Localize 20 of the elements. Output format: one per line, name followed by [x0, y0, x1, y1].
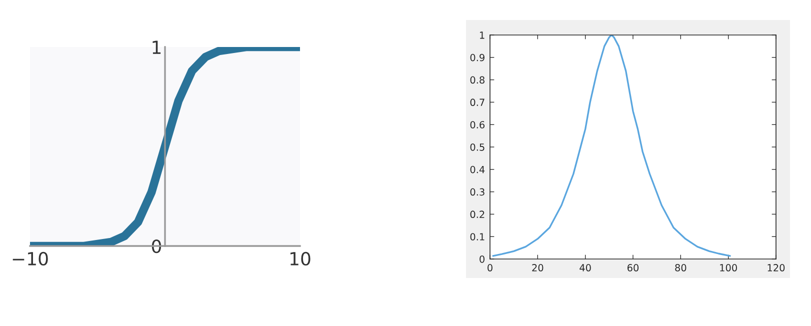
x-tick-label: 120 [768, 264, 785, 272]
y-tick-label: 0.6 [470, 121, 485, 128]
x-tick-label: 40 [580, 264, 591, 272]
y-tick-label: 0.9 [470, 54, 484, 62]
x-tick-label: 10 [290, 252, 310, 266]
x-tick-label: 0 [488, 264, 492, 272]
y-tick-label: 0.3 [470, 188, 484, 196]
y-tick-label: 0.1 [470, 233, 484, 240]
y-tick-label: 0.2 [470, 210, 484, 218]
y-tick-label: 0.5 [470, 143, 484, 151]
x-tick-label: 60 [627, 264, 639, 272]
x-tick-label: 100 [720, 264, 737, 272]
y-tick-label: 0.7 [470, 98, 484, 106]
y-tick-label: 1 [480, 32, 484, 39]
x-tick-label: 80 [675, 264, 686, 272]
y-tick-label: 1 [152, 40, 161, 54]
x-tick-label: 20 [532, 264, 544, 272]
y-tick-label: 0.8 [470, 76, 484, 84]
x-tick-label: −10 [12, 252, 48, 266]
y-tick-label: 0.4 [470, 166, 485, 174]
